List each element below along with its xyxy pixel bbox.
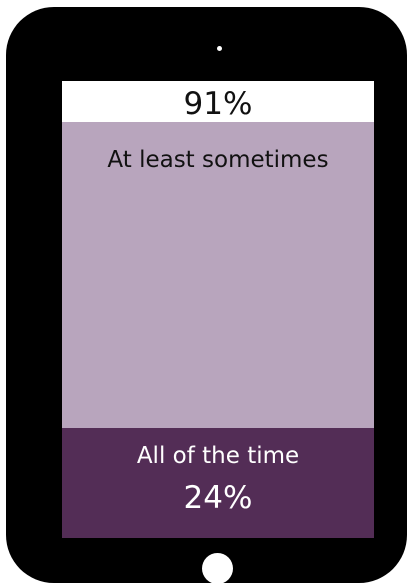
home-button-icon bbox=[202, 553, 233, 584]
value-label-all-of-the-time: 24% bbox=[62, 483, 374, 514]
chart-screen: 91% At least sometimes All of the time 2… bbox=[62, 81, 374, 538]
category-label-at-least-sometimes: At least sometimes bbox=[62, 149, 374, 172]
category-label-all-of-the-time: All of the time bbox=[62, 445, 374, 468]
tablet-frame: 91% At least sometimes All of the time 2… bbox=[6, 7, 407, 583]
value-label-at-least-sometimes: 91% bbox=[62, 89, 374, 120]
camera-dot-icon bbox=[217, 46, 222, 51]
